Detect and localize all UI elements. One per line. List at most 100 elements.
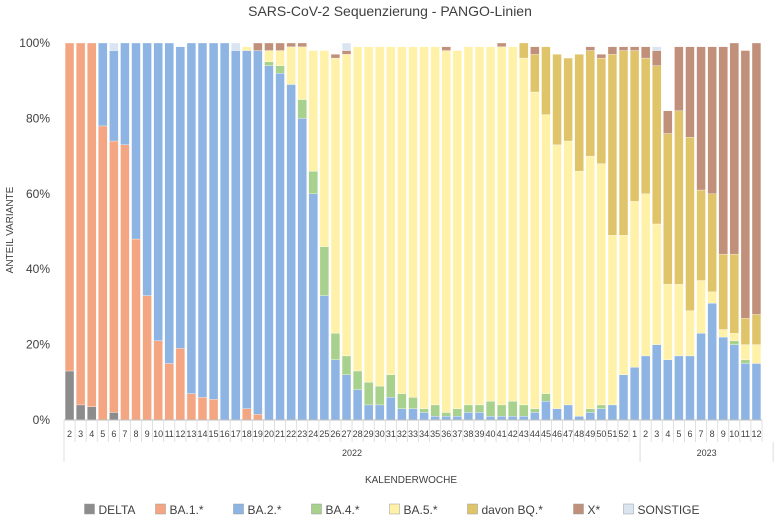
bar-segment	[452, 416, 462, 421]
x-tick-label: 21	[275, 429, 285, 439]
bar-segment	[552, 408, 562, 421]
bar-segment	[607, 404, 618, 421]
x-tick-label: 3	[78, 429, 83, 439]
bar-segment	[242, 46, 252, 51]
bar-segment	[541, 46, 551, 115]
bar-segment	[142, 295, 152, 421]
legend-swatch	[84, 503, 95, 515]
bar-segment	[264, 61, 274, 66]
x-tick-label: 14	[197, 429, 207, 439]
bar-segment	[663, 133, 673, 285]
bar-segment	[663, 359, 673, 421]
bar-segment	[419, 412, 429, 421]
bar-segment	[729, 344, 739, 421]
bar-segment	[718, 253, 728, 330]
bar-segment	[208, 399, 219, 421]
bar-segment	[563, 404, 573, 421]
bar-segment	[286, 42, 296, 47]
bar-segment	[519, 57, 529, 406]
y-tick-label: 100%	[19, 36, 50, 50]
bar-segment	[353, 46, 363, 372]
x-tick-label: 7	[699, 429, 704, 439]
bar-segment	[618, 46, 629, 51]
bar-segment	[153, 42, 163, 341]
x-tick-label: 42	[508, 429, 518, 439]
x-tick-label: 7	[122, 429, 127, 439]
bar-segment	[364, 382, 374, 406]
bar-segment	[751, 344, 762, 364]
x-tick-label: 19	[253, 429, 263, 439]
bar-segment	[242, 50, 252, 409]
x-tick-label: 40	[486, 429, 496, 439]
bar-segment	[585, 412, 595, 421]
bar-segment	[463, 46, 473, 406]
x-tick-label: 17	[231, 429, 241, 439]
bar-segment	[707, 291, 717, 304]
bar-segment	[585, 408, 595, 413]
bar-segment	[497, 46, 507, 406]
bar-segment	[618, 50, 629, 236]
bar-segment	[585, 155, 595, 409]
bar-segment	[142, 42, 152, 296]
bar-segment	[109, 412, 119, 421]
bar-segment	[751, 363, 762, 421]
bar-segment	[397, 408, 407, 421]
bar-segment	[441, 50, 451, 413]
legend-swatch	[389, 503, 400, 515]
x-tick-label: 16	[220, 429, 230, 439]
bar-segment	[607, 235, 618, 406]
bar-segment	[519, 42, 529, 59]
bar-segment	[341, 54, 352, 357]
bar-segment	[297, 99, 307, 119]
bar-segment	[341, 42, 352, 51]
bar-segment	[652, 65, 662, 225]
bar-segment	[474, 404, 485, 413]
bar-segment	[98, 42, 108, 127]
bar-segment	[696, 280, 706, 334]
bar-segment	[718, 329, 728, 338]
bar-segment	[652, 46, 662, 51]
bar-segment	[231, 42, 241, 51]
bar-segment	[485, 46, 496, 402]
x-tick-label: 6	[111, 429, 116, 439]
bar-segment	[253, 42, 263, 51]
bar-segment	[729, 253, 739, 334]
bar-segment	[696, 333, 706, 421]
x-tick-label: 4	[665, 429, 670, 439]
bar-segment	[707, 46, 717, 194]
bar-segment	[729, 333, 739, 341]
bar-segment	[131, 42, 141, 240]
bar-segment	[740, 50, 750, 319]
bar-stacks	[64, 42, 762, 421]
legend: DELTA BA.1.* BA.2.* BA.4.* BA.5.* davon BQ.* X…	[84, 503, 700, 517]
bar-segment	[740, 318, 750, 345]
bar-segment	[109, 50, 119, 142]
legend-label: SONSTIGE	[638, 503, 700, 517]
bar-segment	[574, 171, 584, 417]
bar-segment	[519, 416, 529, 421]
bar-segment	[231, 50, 241, 421]
bar-segment	[707, 302, 717, 421]
bar-segment	[563, 140, 573, 406]
bar-segment	[319, 246, 329, 296]
bar-segment	[297, 46, 307, 100]
bar-segment	[319, 295, 329, 421]
bar-segment	[408, 408, 418, 421]
bar-segment	[386, 46, 396, 375]
bar-segment	[98, 125, 108, 421]
x-tick-label: 32	[397, 429, 407, 439]
bar-segment	[740, 359, 750, 364]
bar-segment	[441, 416, 451, 421]
bar-segment	[386, 374, 396, 398]
bar-segment	[696, 46, 706, 191]
bar-segment	[463, 404, 473, 413]
bar-segment	[208, 42, 219, 400]
legend-swatch	[467, 503, 478, 515]
bar-segment	[607, 46, 618, 55]
y-tick-label: 80%	[26, 111, 50, 125]
bar-segment	[408, 46, 418, 398]
x-tick-label: 11	[165, 429, 174, 439]
bar-segment	[375, 385, 385, 406]
bar-segment	[419, 408, 429, 413]
bar-segment	[630, 50, 640, 202]
